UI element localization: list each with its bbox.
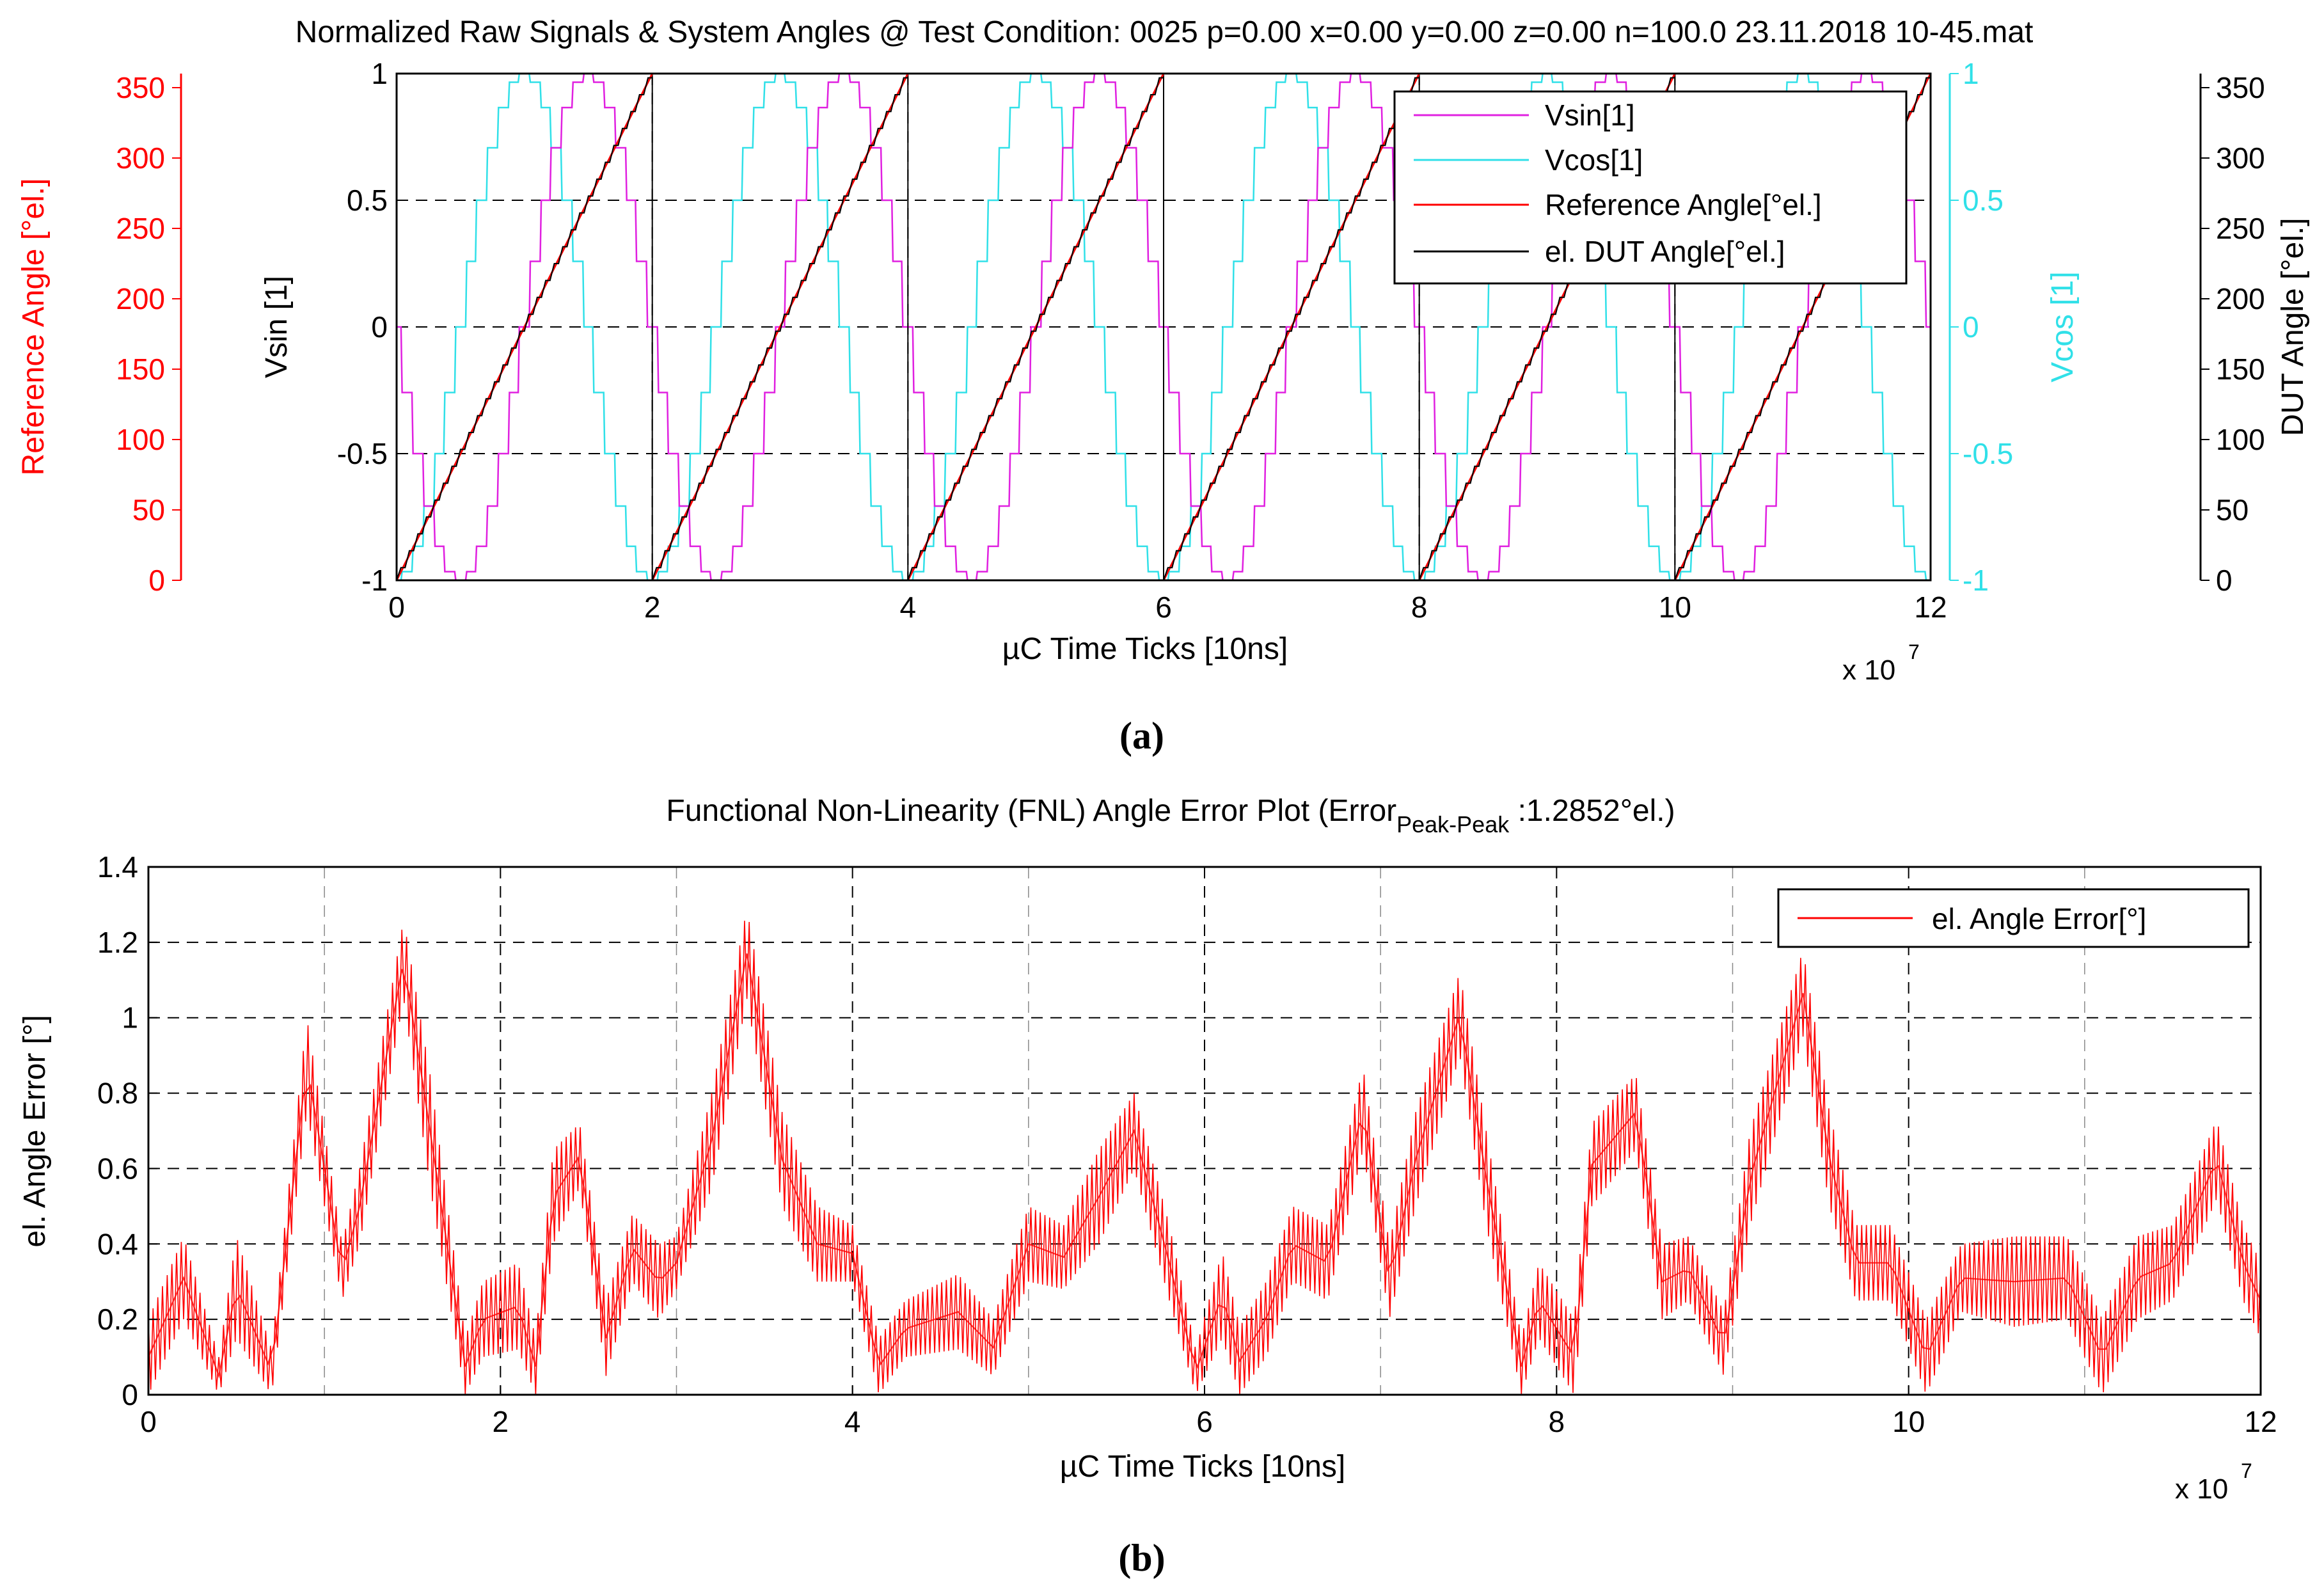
panel-a-ylabel-vsin: Vsin [1] — [260, 276, 294, 378]
panel-a-x-tick-label-4: 8 — [1411, 591, 1428, 624]
panel-b-ylabel: el. Angle Error [°] — [18, 1015, 52, 1247]
panel-a-axes: 0 2 4 6 8 10 12-1-0.500.51-1-0.500.51050100150… — [116, 57, 2265, 624]
panel-a-caption: (a) — [1119, 715, 1164, 757]
panel-b-x-tick-label-1: 2 — [493, 1405, 509, 1438]
panel-b-y-tick-label-2: 0.4 — [97, 1227, 138, 1260]
panel-a: Normalized Raw Signals & System Angles @… — [17, 15, 2310, 757]
panel-b-title-tail: :1.2852°el.) — [1509, 794, 1675, 828]
panel-b-x-exponent: x 10 7 — [2175, 1459, 2252, 1505]
panel-a-x-exponent-power: 7 — [1908, 640, 1920, 663]
panel-a-dut-tick-label-2: 100 — [2216, 423, 2265, 456]
panel-a-ref-tick-label-2: 100 — [116, 423, 165, 456]
panel-b-y-tick-label-7: 1.4 — [97, 850, 138, 884]
series-dut-angle-line — [396, 77, 1931, 581]
panel-a-dut-tick-label-3: 150 — [2216, 353, 2265, 386]
panel-b-x-exponent-base: x 10 — [2175, 1473, 2228, 1505]
panel-a-xlabel: µC Time Ticks [10ns] — [1002, 632, 1288, 666]
legend-label-dut-angle: el. DUT Angle[°el.] — [1545, 235, 1785, 268]
panel-a-x-tick-label-5: 10 — [1659, 591, 1691, 624]
panel-a-x-tick-label-3: 6 — [1155, 591, 1172, 624]
panel-a-ref-tick-label-7: 350 — [116, 71, 165, 104]
panel-b-caption: (b) — [1118, 1537, 1165, 1579]
panel-a-title: Normalized Raw Signals & System Angles @… — [296, 15, 2034, 49]
panel-a-ylabel-reference-angle: Reference Angle [°el.] — [17, 179, 51, 476]
panel-b-title-subscript: Peak-Peak — [1396, 811, 1510, 837]
series-angle-error-line — [148, 921, 2261, 1395]
panel-b-title: Functional Non-Linearity (FNL) Angle Err… — [666, 794, 1675, 837]
panel-b-x-tick-label-6: 12 — [2244, 1405, 2277, 1438]
panel-b-y-tick-label-5: 1 — [122, 1001, 138, 1035]
legend-label-reference-angle: Reference Angle[°el.] — [1545, 188, 1822, 221]
panel-a-x-tick-label-6: 12 — [1914, 591, 1947, 624]
legend-label-angle-error: el. Angle Error[°] — [1932, 902, 2146, 935]
panel-a-dut-tick-label-5: 250 — [2216, 212, 2265, 245]
panel-a-vsin-tick-label-1: -0.5 — [337, 437, 388, 470]
panel-a-dut-tick-label-1: 50 — [2216, 493, 2249, 527]
panel-a-vcos-tick-label-4: 1 — [1963, 57, 1979, 90]
panel-b-legend: el. Angle Error[°] — [1777, 888, 2250, 948]
panel-a-x-tick-label-0: 0 — [388, 591, 405, 624]
panel-a-dut-tick-label-0: 0 — [2216, 564, 2233, 597]
panel-a-ref-tick-label-4: 200 — [116, 282, 165, 315]
panel-b-y-tick-label-1: 0.2 — [97, 1303, 138, 1336]
panel-a-legend: Vsin[1] Vcos[1] Reference Angle[°el.] el… — [1393, 90, 1908, 285]
panel-b-y-tick-label-0: 0 — [122, 1378, 138, 1411]
panel-b-x-tick-label-5: 10 — [1892, 1405, 1925, 1438]
panel-b-x-tick-label-2: 4 — [844, 1405, 861, 1438]
panel-a-vsin-tick-label-2: 0 — [371, 310, 388, 344]
panel-a-vcos-tick-label-2: 0 — [1963, 310, 1979, 344]
series-angle-error-mean-line — [147, 953, 2261, 1379]
panel-b-axes: 0 2 4 6 8 10 12 0 0.2 0.4 0.6 0.8 1 1.2 1.4 — [97, 850, 2277, 1438]
panel-a-ref-tick-label-5: 250 — [116, 212, 165, 245]
series-reference-angle-line — [395, 73, 1932, 581]
panel-a-ref-tick-label-0: 0 — [148, 564, 165, 597]
panel-b-x-tick-label-4: 8 — [1549, 1405, 1565, 1438]
legend-label-vcos: Vcos[1] — [1545, 143, 1643, 177]
panel-a-vsin-tick-label-4: 1 — [371, 57, 388, 90]
panel-b-y-tick-label-4: 0.8 — [97, 1077, 138, 1110]
panel-b-y-tick-label-6: 1.2 — [97, 926, 138, 959]
panel-a-x-exponent: x 10 7 — [1842, 640, 1920, 686]
panel-a-ref-tick-label-3: 150 — [116, 353, 165, 386]
panel-a-ylabel-dut-angle: DUT Angle [°el.] — [2276, 218, 2310, 436]
panel-a-dut-tick-label-7: 350 — [2216, 71, 2265, 104]
panel-b-x-tick-label-3: 6 — [1196, 1405, 1213, 1438]
panel-a-ref-tick-label-1: 50 — [132, 493, 165, 527]
panel-b-series — [147, 921, 2261, 1395]
panel-a-dut-tick-label-4: 200 — [2216, 282, 2265, 315]
panel-b: Functional Non-Linearity (FNL) Angle Err… — [18, 794, 2277, 1579]
panel-b-xlabel: µC Time Ticks [10ns] — [1060, 1450, 1345, 1484]
panel-b-title-main: Functional Non-Linearity (FNL) Angle Err… — [666, 794, 1396, 828]
panel-a-ylabel-vcos: Vcos [1] — [2046, 271, 2080, 382]
panel-b-x-tick-label-0: 0 — [140, 1405, 157, 1438]
panel-a-dut-tick-label-6: 300 — [2216, 141, 2265, 175]
panel-a-x-tick-label-2: 4 — [900, 591, 917, 624]
panel-b-y-tick-label-3: 0.6 — [97, 1152, 138, 1185]
panel-a-x-exponent-base: x 10 — [1842, 655, 1895, 686]
panel-a-vcos-tick-label-3: 0.5 — [1963, 184, 2004, 217]
legend-label-vsin: Vsin[1] — [1545, 99, 1635, 132]
panel-a-vcos-tick-label-0: -1 — [1963, 564, 1989, 597]
panel-a-vsin-tick-label-3: 0.5 — [347, 184, 388, 217]
panel-b-x-exponent-power: 7 — [2241, 1459, 2252, 1482]
panel-a-vsin-tick-label-0: -1 — [361, 564, 388, 597]
panel-a-ref-tick-label-6: 300 — [116, 141, 165, 175]
panel-a-x-tick-label-1: 2 — [644, 591, 661, 624]
panel-a-vcos-tick-label-1: -0.5 — [1963, 437, 2013, 470]
